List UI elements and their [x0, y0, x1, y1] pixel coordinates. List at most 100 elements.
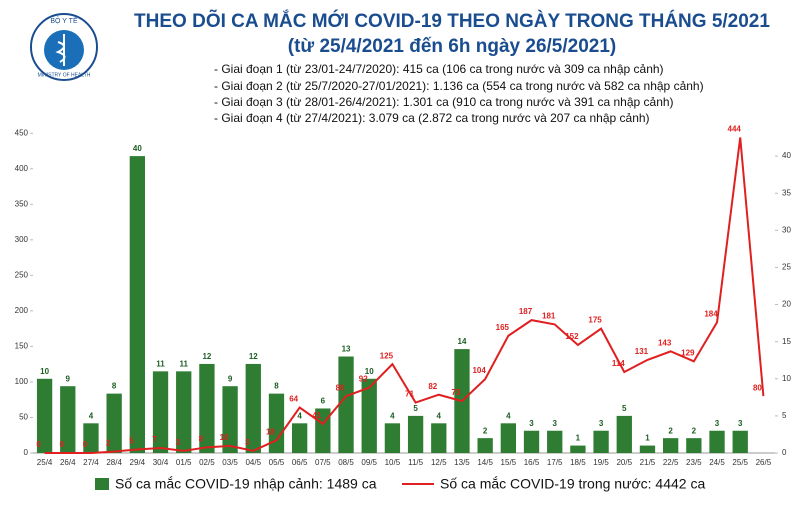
bar: [60, 386, 76, 453]
y-tick-label: 300: [15, 235, 29, 244]
x-tick-label: 01/5: [176, 458, 192, 467]
line-label: 143: [658, 338, 672, 347]
line-label: 444: [728, 125, 742, 134]
x-tick-label: 18/5: [570, 458, 586, 467]
x-tick-label: 21/5: [640, 458, 656, 467]
x-tick-label: 22/5: [663, 458, 679, 467]
bar: [431, 423, 447, 453]
bar-label: 3: [599, 419, 604, 428]
bar-label: 12: [202, 352, 211, 361]
bar-label: 8: [112, 382, 117, 391]
logo-text: MINISTRY OF HEALTH: [38, 72, 91, 78]
bar-label: 8: [274, 382, 279, 391]
y-tick-label: 450: [15, 128, 29, 137]
y-tick-label: 350: [15, 199, 29, 208]
subtitle: (từ 25/4/2021 đến 6h ngày 26/5/2021): [288, 36, 616, 57]
bar: [407, 415, 424, 453]
line-label: 82: [428, 382, 437, 391]
y2-tick-label: 20: [782, 300, 791, 309]
bar-label: 4: [506, 411, 511, 420]
bar-label: 9: [66, 374, 71, 383]
x-tick-label: 09/5: [361, 458, 377, 467]
y2-tick-label: 40: [782, 151, 791, 160]
x-tick-label: 26/4: [60, 458, 76, 467]
bar-label: 4: [297, 411, 302, 420]
x-tick-label: 03/5: [222, 458, 238, 467]
bar-label: 40: [133, 144, 142, 153]
line-label: 187: [519, 307, 533, 316]
line-label: 181: [542, 311, 556, 320]
x-tick-label: 17/5: [547, 458, 563, 467]
legend-swatch: [95, 478, 109, 490]
line-label: 73: [452, 388, 461, 397]
line-label: 0: [36, 440, 41, 449]
y-tick-label: 150: [15, 342, 29, 351]
bar-label: 4: [89, 411, 94, 420]
line-label: 3: [245, 438, 250, 447]
bar: [500, 423, 516, 453]
bar-label: 11: [156, 359, 165, 368]
x-tick-label: 10/5: [385, 458, 401, 467]
bar-label: 5: [413, 404, 418, 413]
y2-tick-label: 15: [782, 337, 791, 346]
x-tick-label: 27/4: [83, 458, 99, 467]
x-tick-label: 11/5: [408, 458, 424, 467]
bar: [83, 423, 99, 453]
line-label: 104: [472, 366, 486, 375]
bar: [686, 438, 702, 453]
line-label: 2: [106, 439, 111, 448]
y-tick-label: 0: [24, 448, 29, 457]
line-label: 80: [753, 383, 762, 392]
x-tick-label: 16/5: [524, 458, 540, 467]
legend-label: Số ca mắc COVID-19 nhập cảnh: 1489 ca: [115, 476, 377, 492]
x-tick-label: 29/4: [130, 458, 146, 467]
y-tick-label: 400: [15, 164, 29, 173]
line-label: 41: [312, 411, 321, 420]
bar: [36, 378, 53, 453]
bar: [663, 438, 679, 453]
y2-tick-label: 10: [782, 374, 791, 383]
x-tick-label: 28/4: [106, 458, 122, 467]
title: THEO DÕI CA MẮC MỚI COVID-19 THEO NGÀY T…: [134, 10, 770, 32]
line-label: 5: [129, 437, 134, 446]
bar: [384, 423, 401, 453]
bar-label: 3: [552, 419, 557, 428]
x-tick-label: 04/5: [245, 458, 261, 467]
x-tick-label: 23/5: [686, 458, 702, 467]
line-label: 165: [496, 323, 510, 332]
line-label: 80: [336, 383, 345, 392]
bar-label: 12: [249, 352, 258, 361]
x-tick-label: 02/5: [199, 458, 215, 467]
bar-label: 9: [228, 374, 233, 383]
x-tick-label: 06/5: [292, 458, 308, 467]
bar-label: 10: [40, 367, 49, 376]
bar: [245, 363, 261, 453]
bar: [106, 393, 122, 453]
line-label: 71: [405, 390, 414, 399]
x-tick-label: 14/5: [477, 458, 493, 467]
y2-tick-label: 25: [782, 263, 791, 272]
logo-symbol: [55, 34, 66, 66]
bar: [593, 430, 609, 453]
bar-label: 1: [576, 434, 581, 443]
bar: [547, 430, 563, 453]
bar: [732, 430, 748, 453]
bar: [199, 363, 215, 453]
bar-label: 2: [692, 426, 697, 435]
x-tick-label: 25/4: [37, 458, 53, 467]
line: [44, 137, 765, 454]
line-label: 0: [60, 440, 65, 449]
y2-tick-label: 5: [782, 411, 787, 420]
x-tick-label: 08/5: [338, 458, 354, 467]
bar: [523, 430, 540, 453]
line-label: 114: [612, 359, 625, 368]
x-tick-label: 20/5: [616, 458, 632, 467]
note: - Giai đoạn 3 (từ 28/01-26/4/2021): 1.30…: [214, 95, 674, 109]
y-tick-label: 50: [19, 413, 28, 422]
bar-label: 5: [622, 404, 627, 413]
x-tick-label: 30/4: [153, 458, 169, 467]
note: - Giai đoạn 2 (từ 25/7/2020-27/01/2021):…: [214, 79, 704, 93]
x-tick-label: 13/5: [454, 458, 470, 467]
